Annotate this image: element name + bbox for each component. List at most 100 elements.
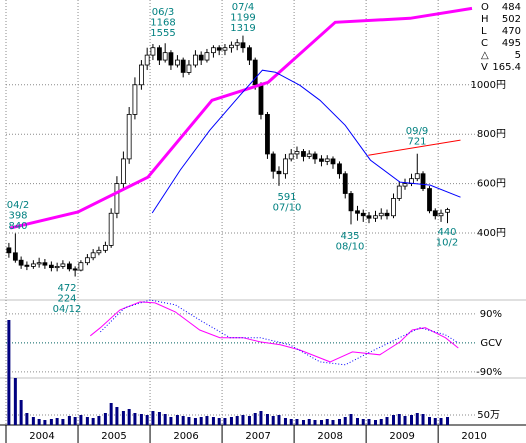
volume-bar [19,400,23,425]
volume-bar [349,414,353,425]
candle-body [144,54,150,66]
candle-body [283,158,288,175]
candle-body [72,268,78,271]
candle-body [240,42,246,49]
volume-bar [319,420,323,425]
info-value: 495 [502,38,521,49]
info-label: △ [481,50,489,61]
line [100,299,459,366]
volume-bar [31,417,35,425]
candle-body [373,215,378,219]
candle-body [301,151,306,157]
candle-body [342,173,348,194]
candle-body [420,173,426,189]
volume-bar [277,415,281,425]
info-label: H [481,14,489,25]
x-tick-label: 2009 [389,431,414,442]
volume-bar [446,417,450,425]
volume-bar [373,420,377,425]
candle-body [6,247,12,254]
y-tick-label: -90% [476,367,502,378]
volume-bar [133,413,137,425]
annotation: 09/9 [406,126,428,137]
candle-body [427,188,432,212]
volume-bar [289,419,293,425]
volume-bar [139,414,143,425]
volume-bar [49,419,53,425]
candle-body [108,212,114,246]
candle-body [24,264,30,267]
candle-body [48,264,54,269]
candle-body [211,47,216,54]
volume-bar [25,413,29,425]
volume-bar [247,416,251,425]
volume-bar [181,416,185,425]
candle-body [139,64,144,86]
candle-body [162,52,168,61]
candle-body [12,252,18,261]
annotation: 04/2 [7,200,29,211]
volume-bar [199,417,203,425]
volume-bar [379,419,383,425]
candle-body [306,153,312,157]
x-tick-label: 2010 [461,431,486,442]
volume-bar [205,416,209,425]
volume-bar [439,418,443,425]
candle-body [402,183,408,187]
volume-bar [37,419,41,425]
y-tick-label: 600円 [477,179,506,190]
y-tick-label: 90% [480,309,502,320]
candle-body [252,59,258,86]
x-tick-label: 2008 [317,431,342,442]
candle-body [84,257,90,264]
volume-bar [313,420,317,425]
candle-body [378,212,384,217]
volume-bar [433,418,437,425]
info-value: 165.4 [492,62,521,73]
candle-body [216,47,222,51]
candle-body [157,47,162,61]
volume-bar [157,412,161,425]
volume-bar [115,407,119,425]
info-value: 5 [515,50,521,61]
annotation: 07/4 [232,2,254,13]
candle-body [198,54,204,61]
volume-bar [325,419,329,425]
x-tick-label: 2007 [245,431,270,442]
candle-body [42,262,48,266]
annotation: 721 [407,137,426,148]
annotation: 1199 [230,13,255,24]
volume-bar [283,418,287,425]
y-tick-label: GCV [480,338,502,349]
volume-bar [421,414,425,425]
volume-bar [355,418,359,425]
annotation: 08/10 [336,242,365,253]
candle-body [150,47,156,56]
info-value: 484 [502,2,521,13]
candle-body [234,42,240,46]
candle-body [288,153,294,160]
annotation: 435 [340,231,359,242]
candle-body [229,44,234,49]
volume-bar [235,416,239,425]
y-tick-label: 1000円 [471,80,506,91]
volume-bar [415,413,419,425]
candle-body [312,153,318,160]
volume-bar [331,420,335,425]
candle-body [276,170,282,175]
volume-bar [361,419,365,425]
annotation: 840 [8,221,27,232]
candle-body [66,263,72,270]
line [9,6,473,230]
candle-body [132,84,138,115]
candle-body [78,262,84,271]
line [368,139,461,156]
volume-bar [97,416,101,425]
volume-bar [169,417,173,425]
volume-bar [67,416,71,425]
volume-bar [91,418,95,425]
annotation: 1555 [150,28,175,39]
volume-bar [193,418,197,425]
info-value: 470 [502,26,521,37]
